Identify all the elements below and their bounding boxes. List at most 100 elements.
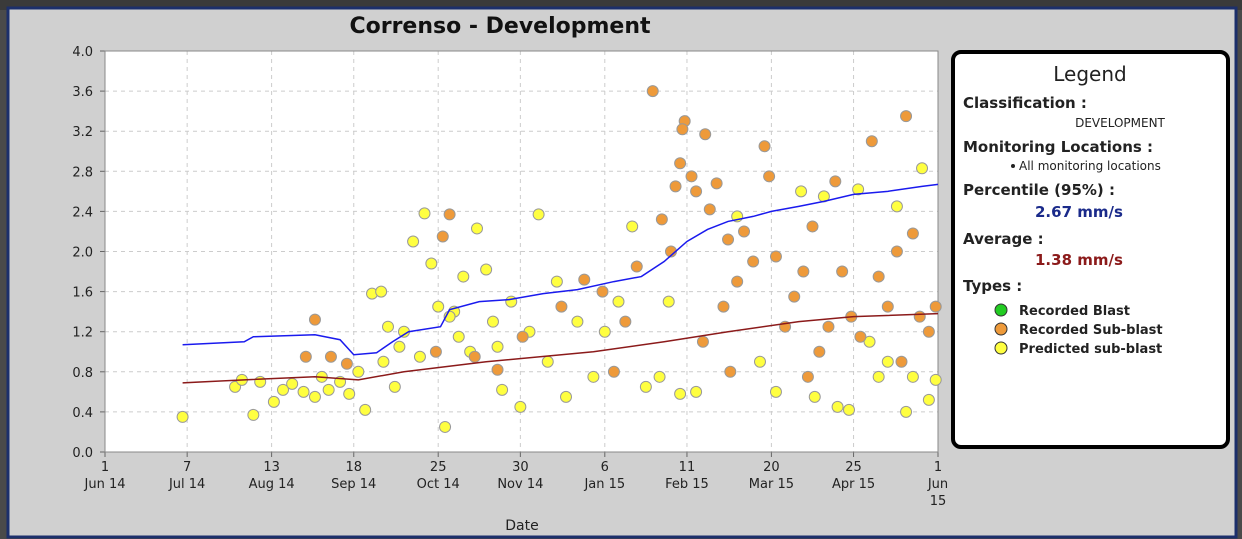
point <box>470 222 483 235</box>
x-tick-label: 13 <box>263 460 280 475</box>
point <box>452 330 465 343</box>
point <box>626 220 639 233</box>
point <box>738 225 751 238</box>
legend-heading: Monitoring Locations : <box>963 138 1153 156</box>
point <box>381 320 394 333</box>
point <box>418 207 431 220</box>
point <box>808 390 821 403</box>
point <box>457 270 470 283</box>
point <box>822 320 835 333</box>
point <box>881 300 894 313</box>
point <box>308 313 321 326</box>
x-tick-label: Jan 15 <box>583 477 625 492</box>
point <box>872 370 885 383</box>
point <box>619 315 632 328</box>
point <box>429 345 442 358</box>
point <box>662 295 675 308</box>
point <box>436 230 449 243</box>
x-tick-label: 11 <box>679 460 696 475</box>
point <box>769 385 782 398</box>
legend-value: 2.67 mm/s <box>1035 203 1123 221</box>
x-tick-label: Nov 14 <box>497 477 543 492</box>
x-tick-label: Jul 14 <box>168 477 205 492</box>
point <box>343 387 356 400</box>
point <box>758 140 771 153</box>
point <box>795 185 808 198</box>
point <box>277 383 290 396</box>
point <box>655 213 668 226</box>
x-tick-label: Aug 14 <box>249 477 295 492</box>
point <box>297 385 310 398</box>
point <box>699 128 712 141</box>
point <box>696 335 709 348</box>
y-tick-label: 2.4 <box>72 205 93 220</box>
point <box>747 255 760 268</box>
point <box>674 387 687 400</box>
chart-title: Correnso - Development <box>349 14 651 39</box>
point <box>906 370 919 383</box>
point <box>806 220 819 233</box>
point <box>176 410 189 423</box>
line <box>182 183 939 356</box>
legend-box <box>951 50 1230 449</box>
x-tick-label: 1 <box>101 460 109 475</box>
plot-area <box>104 50 939 453</box>
point <box>639 380 652 393</box>
x-tick-label: Mar 15 <box>749 477 794 492</box>
point <box>717 300 730 313</box>
legend-heading: Average : <box>963 230 1044 248</box>
point <box>254 375 267 388</box>
point <box>612 295 625 308</box>
point <box>865 135 878 148</box>
point <box>516 330 529 343</box>
point <box>532 208 545 221</box>
point <box>560 390 573 403</box>
point <box>669 180 682 193</box>
x-tick-label: 15 <box>930 494 947 509</box>
legend-label: Recorded Sub-blast <box>1019 323 1163 338</box>
x-tick-label: Jun 14 <box>84 477 126 492</box>
point <box>550 275 563 288</box>
x-tick-label: 20 <box>763 460 780 475</box>
point <box>922 393 935 406</box>
point <box>646 85 659 98</box>
point <box>900 110 913 123</box>
point <box>491 340 504 353</box>
point <box>890 245 903 258</box>
point <box>587 370 600 383</box>
point <box>352 365 365 378</box>
y-tick-label: 4.0 <box>72 45 93 60</box>
point <box>842 403 855 416</box>
y-tick-label: 3.2 <box>72 125 93 140</box>
point <box>505 295 518 308</box>
legend-swatch <box>994 341 1008 355</box>
point <box>863 335 876 348</box>
point <box>439 420 452 433</box>
legend-label: Recorded Blast <box>1019 304 1130 319</box>
point <box>375 285 388 298</box>
point <box>468 350 481 363</box>
point <box>831 400 844 413</box>
point <box>724 365 737 378</box>
point <box>578 273 591 286</box>
x-tick-label: Oct 14 <box>417 477 460 492</box>
point <box>854 330 867 343</box>
x-tick-label: Apr 15 <box>832 477 875 492</box>
point <box>425 257 438 270</box>
legend-text: DEVELOPMENT <box>1075 116 1165 130</box>
point <box>872 270 885 283</box>
x-tick-label: 6 <box>601 460 609 475</box>
point <box>900 405 913 418</box>
y-tick-label: 1.6 <box>72 286 93 301</box>
point <box>491 363 504 376</box>
point <box>906 227 919 240</box>
point <box>890 200 903 213</box>
point <box>496 383 509 396</box>
point <box>359 403 372 416</box>
point <box>710 177 723 190</box>
point <box>413 350 426 363</box>
point <box>443 208 456 221</box>
point <box>607 365 620 378</box>
point <box>852 183 865 196</box>
